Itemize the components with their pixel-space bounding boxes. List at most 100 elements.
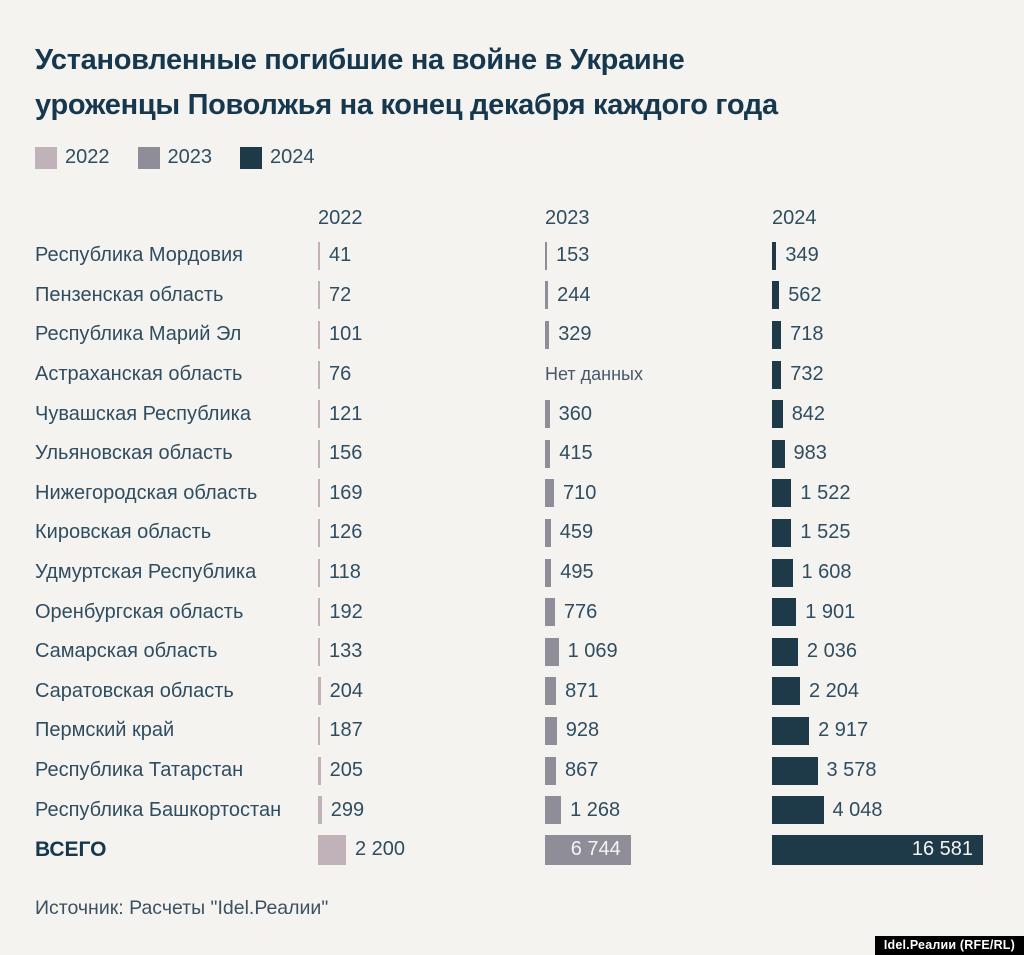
value-label: 776 bbox=[563, 600, 598, 623]
total-label: ВСЕГО bbox=[35, 837, 107, 861]
region-label: Оренбургская область bbox=[35, 600, 244, 623]
table-row: Удмуртская Республика 118 495 1 608 bbox=[35, 553, 1024, 593]
legend-swatch-2022 bbox=[35, 146, 57, 169]
bar bbox=[318, 716, 321, 745]
table-row: Ульяновская область 156 415 983 bbox=[35, 434, 1024, 474]
value-label: 983 bbox=[793, 442, 827, 465]
value-cell: 1 901 bbox=[772, 592, 1024, 632]
value-label: 299 bbox=[330, 798, 365, 821]
value-label: 156 bbox=[329, 442, 363, 465]
value-label: 187 bbox=[329, 719, 363, 742]
value-label: 495 bbox=[560, 561, 594, 584]
value-cell: 776 bbox=[545, 592, 772, 632]
value-cell: 41 bbox=[318, 236, 545, 276]
bar bbox=[772, 360, 782, 389]
bar bbox=[772, 518, 792, 547]
value-label: 1 522 bbox=[800, 481, 851, 504]
region-label: Чувашская Республика bbox=[35, 402, 251, 425]
bar bbox=[772, 796, 824, 825]
value-cell: 1 069 bbox=[545, 632, 772, 672]
table-row: Самарская область 133 1 069 2 036 bbox=[35, 632, 1024, 672]
value-cell: Нет данных bbox=[545, 355, 772, 395]
bar bbox=[545, 796, 562, 825]
bar bbox=[545, 281, 549, 310]
value-cell: 718 bbox=[772, 315, 1024, 355]
value-cell: 732 bbox=[772, 355, 1024, 395]
bar bbox=[772, 241, 777, 270]
bar: 6 744 bbox=[545, 834, 631, 865]
value-label: 153 bbox=[556, 244, 590, 267]
region-label: Республика Башкортостан bbox=[35, 798, 282, 821]
value-label: 1 901 bbox=[805, 600, 856, 623]
column-header-2024: 2024 bbox=[772, 207, 817, 229]
legend-label-2024: 2024 bbox=[270, 146, 315, 168]
region-label: Пермский край bbox=[35, 719, 175, 742]
table-row: Нижегородская область 169 710 1 522 bbox=[35, 474, 1024, 514]
value-cell: 153 bbox=[545, 236, 772, 276]
bar bbox=[318, 400, 320, 429]
value-label: 4 048 bbox=[832, 798, 883, 821]
value-cell: 1 522 bbox=[772, 474, 1024, 514]
value-label: 101 bbox=[329, 323, 363, 346]
value-cell: 169 bbox=[318, 474, 545, 514]
bar bbox=[318, 834, 346, 865]
value-label: 2 036 bbox=[806, 640, 857, 663]
bar bbox=[318, 518, 320, 547]
bar-chart: 2022 2023 2024 Республика Мордовия 41 153 3… bbox=[35, 196, 1024, 870]
value-label: 1 525 bbox=[800, 521, 851, 544]
bar bbox=[545, 241, 547, 270]
table-row: Саратовская область 204 871 2 204 bbox=[35, 672, 1024, 712]
value-cell: 928 bbox=[545, 711, 772, 751]
legend-item-2022: 2022 bbox=[35, 146, 110, 169]
bar bbox=[545, 558, 552, 587]
value-cell: 459 bbox=[545, 513, 772, 553]
value-label: 205 bbox=[329, 759, 363, 782]
region-label: Республика Мордовия bbox=[35, 244, 243, 267]
value-cell: 2 204 bbox=[772, 672, 1024, 712]
value-label: 76 bbox=[329, 363, 352, 386]
value-cell: 2 917 bbox=[772, 711, 1024, 751]
value-cell: 983 bbox=[772, 434, 1024, 474]
table-row: Чувашская Республика 121 360 842 bbox=[35, 394, 1024, 434]
value-cell: 871 bbox=[545, 672, 772, 712]
value-label: 6 744 bbox=[570, 838, 621, 861]
legend-label-2022: 2022 bbox=[65, 146, 110, 168]
value-label: 1 608 bbox=[801, 561, 852, 584]
value-cell: 360 bbox=[545, 394, 772, 434]
no-data-label: Нет данных bbox=[545, 364, 643, 385]
table-row: Республика Мордовия 41 153 349 bbox=[35, 236, 1024, 276]
value-label: 126 bbox=[329, 521, 363, 544]
value-label: 2 200 bbox=[355, 838, 406, 861]
value-label: 2 204 bbox=[809, 679, 860, 702]
value-cell: 133 bbox=[318, 632, 545, 672]
value-label: 718 bbox=[790, 323, 824, 346]
value-cell: 16 581 bbox=[772, 830, 1024, 870]
bar bbox=[772, 439, 785, 468]
bar bbox=[545, 518, 551, 547]
bar bbox=[318, 677, 321, 706]
value-cell: 101 bbox=[318, 315, 545, 355]
bar bbox=[545, 716, 557, 745]
bar bbox=[545, 756, 556, 785]
value-cell: 205 bbox=[318, 751, 545, 791]
value-label: 871 bbox=[565, 679, 599, 702]
region-label: Пензенская область bbox=[35, 283, 224, 306]
bar bbox=[545, 677, 557, 706]
value-label: 3 578 bbox=[826, 759, 877, 782]
bar bbox=[772, 479, 792, 508]
value-cell: 192 bbox=[318, 592, 545, 632]
value-label: 928 bbox=[565, 719, 600, 742]
region-label: Ульяновская область bbox=[35, 442, 233, 465]
value-cell: 1 268 bbox=[545, 790, 772, 830]
column-header-2023: 2023 bbox=[545, 207, 590, 229]
bar bbox=[772, 400, 783, 429]
chart-title: Установленные погибшие на войне в Украин… bbox=[35, 38, 995, 128]
table-row: Республика Марий Эл 101 329 718 bbox=[35, 315, 1024, 355]
region-label: Кировская область bbox=[35, 521, 212, 544]
value-cell: 1 525 bbox=[772, 513, 1024, 553]
value-label: 867 bbox=[565, 759, 599, 782]
table-row: Республика Башкортостан 299 1 268 4 048 bbox=[35, 790, 1024, 830]
region-label: Астраханская область bbox=[35, 363, 243, 386]
region-label: Республика Марий Эл bbox=[35, 323, 242, 346]
value-label: 204 bbox=[329, 679, 363, 702]
